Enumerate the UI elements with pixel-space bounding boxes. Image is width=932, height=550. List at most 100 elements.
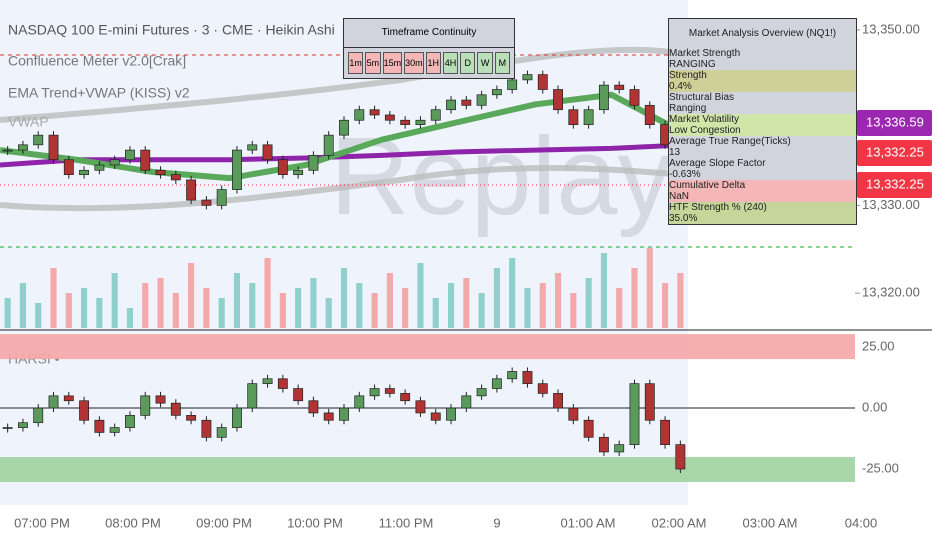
volume-bar [463, 278, 470, 328]
timeframe-cell: M [494, 52, 510, 74]
x-tick-label: 11:00 PM [379, 515, 434, 530]
oscillator-candle-body [308, 400, 319, 414]
table-row: Cumulative Delta NaN [669, 180, 856, 202]
oversold-band [0, 457, 855, 483]
price-candle-body [140, 149, 151, 171]
volume-bar [478, 293, 485, 328]
table-row: Market Volatility Low Congestion [669, 114, 856, 136]
price-candle-body [170, 174, 181, 181]
price-candle-body [476, 94, 487, 106]
volume-bar [539, 283, 546, 328]
oscillator-candle-body [476, 388, 487, 397]
row-label: Market Strength [669, 48, 741, 59]
oscillator-candle-body [522, 371, 533, 385]
volume-bar [432, 298, 439, 328]
timeframe-cell: 1m [348, 52, 364, 74]
timeframe-cell: 4H [442, 52, 459, 74]
price-candle-body [598, 84, 609, 111]
oscillator-candle-body [583, 419, 594, 438]
oscillator-candle-body [339, 407, 349, 421]
row-value: -0.63% [669, 169, 701, 180]
table-row: Strength 0.4% [669, 70, 856, 92]
y-tick-label: 0.00 [862, 399, 887, 414]
watermark: Replay [330, 115, 672, 238]
table-row: HTF Strength % (240) 35.0% [669, 202, 856, 224]
oscillator-candle-body [17, 422, 28, 428]
row-label: Structural Bias [669, 92, 735, 103]
timeframe-table: Timeframe Continuity 1m 5m 15m 30m 1H 4H D W M [343, 18, 515, 79]
volume-bar [631, 268, 638, 328]
oscillator-candle-body [186, 415, 197, 421]
oscillator-candle-body [109, 427, 120, 433]
oscillator-candle-body [262, 378, 273, 385]
price-candle-body [369, 109, 380, 116]
volume-bar [126, 308, 134, 328]
volume-bar [310, 278, 317, 328]
volume-bar [96, 298, 103, 328]
price-candle-body [308, 154, 319, 171]
price-candle-body [33, 134, 44, 146]
price-candle-body [522, 74, 533, 81]
price-candle-body [446, 99, 456, 111]
volume-bar [524, 288, 531, 328]
x-tick-label: 04:00 [845, 515, 878, 530]
oscillator-candle-body [660, 419, 671, 445]
price-candle-body [537, 74, 548, 90]
price-candle-body [247, 144, 258, 151]
volume-bar [157, 278, 164, 328]
volume-bar [554, 273, 562, 328]
oscillator-candle-body [568, 407, 579, 421]
volume-bar [35, 303, 42, 328]
price-candle-body [384, 114, 395, 121]
band-envelope [0, 46, 689, 123]
price-tag-label: 13,336.59 [866, 114, 924, 129]
volume-bar [218, 298, 225, 328]
price-candle-body [491, 89, 502, 96]
oscillator-candle-body [293, 388, 304, 402]
volume-bar [585, 278, 592, 328]
x-tick-label: 9 [493, 515, 500, 530]
volume-bar [570, 293, 577, 328]
x-tick-label: 02:00 AM [652, 515, 707, 530]
row-label: Average True Range(Ticks) [669, 136, 791, 147]
oscillator-candle-body [170, 402, 181, 416]
timeframe-cell: W [477, 52, 493, 74]
volume-bar [172, 293, 179, 328]
volume-bar [279, 293, 286, 328]
y-tick-label: -25.00 [862, 460, 899, 475]
oscillator-candle-body [415, 400, 426, 414]
oscillator-candle-body [629, 383, 640, 445]
price-candle-body [277, 159, 288, 176]
volume-bar [356, 283, 363, 328]
volume-bar [509, 258, 516, 328]
row-label: Average Slope Factor [669, 158, 766, 169]
row-label: Cumulative Delta [669, 180, 746, 191]
oscillator-candle-body [247, 383, 258, 409]
volume-bar [493, 268, 500, 328]
oscillator-candle-body [553, 393, 563, 409]
price-candle-body [415, 119, 426, 125]
oscillator-candle-body [2, 427, 13, 429]
table-row: Average True Range(Ticks) 13 [669, 136, 856, 158]
row-value: 0.4% [669, 81, 692, 92]
price-candle-body [461, 99, 472, 106]
table-row: Average Slope Factor -0.63% [669, 158, 856, 180]
price-candle-body [125, 149, 135, 161]
price-candle-body [323, 134, 334, 156]
table-title: Timeframe Continuity [344, 19, 514, 48]
volume-bar [4, 298, 11, 328]
price-candle-body [568, 109, 579, 125]
price-candle-body [94, 164, 105, 171]
row-value: Low Congestion [669, 125, 741, 136]
price-candle-body [155, 169, 166, 176]
oscillator-candle-body [400, 393, 411, 402]
timeframe-cell: D [460, 52, 476, 74]
oscillator-candle-body [384, 388, 395, 394]
price-tag-label: 13,332.25 [866, 176, 924, 191]
price-candle-body [629, 89, 640, 106]
price-tag [857, 172, 932, 198]
row-label: Market Volatility [669, 114, 740, 125]
volume-bar [447, 283, 455, 328]
table-title: Market Analysis Overview (NQ1!) [669, 19, 856, 48]
volume-bar [203, 288, 210, 328]
